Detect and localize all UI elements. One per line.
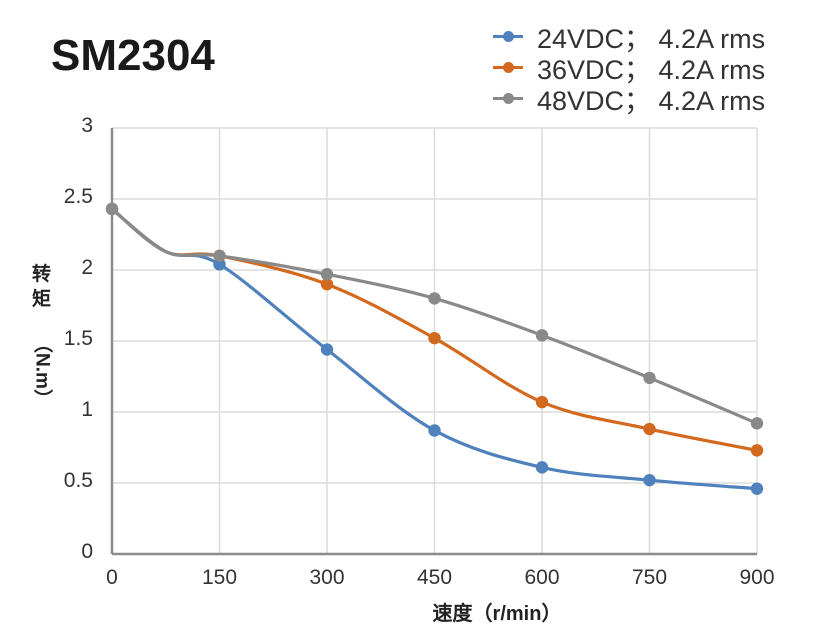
svg-text:450: 450 bbox=[417, 566, 452, 589]
svg-text:0.5: 0.5 bbox=[64, 469, 93, 492]
svg-text:600: 600 bbox=[524, 566, 559, 589]
svg-text:2: 2 bbox=[81, 256, 93, 279]
svg-text:2.5: 2.5 bbox=[64, 185, 93, 208]
svg-text:0: 0 bbox=[106, 566, 118, 589]
svg-text:1.5: 1.5 bbox=[64, 327, 93, 350]
svg-text:3: 3 bbox=[81, 114, 93, 137]
svg-text:900: 900 bbox=[739, 566, 774, 589]
svg-text:1: 1 bbox=[81, 398, 93, 421]
svg-text:150: 150 bbox=[202, 566, 237, 589]
svg-text:750: 750 bbox=[632, 566, 667, 589]
svg-text:0: 0 bbox=[81, 540, 93, 563]
svg-text:300: 300 bbox=[309, 566, 344, 589]
